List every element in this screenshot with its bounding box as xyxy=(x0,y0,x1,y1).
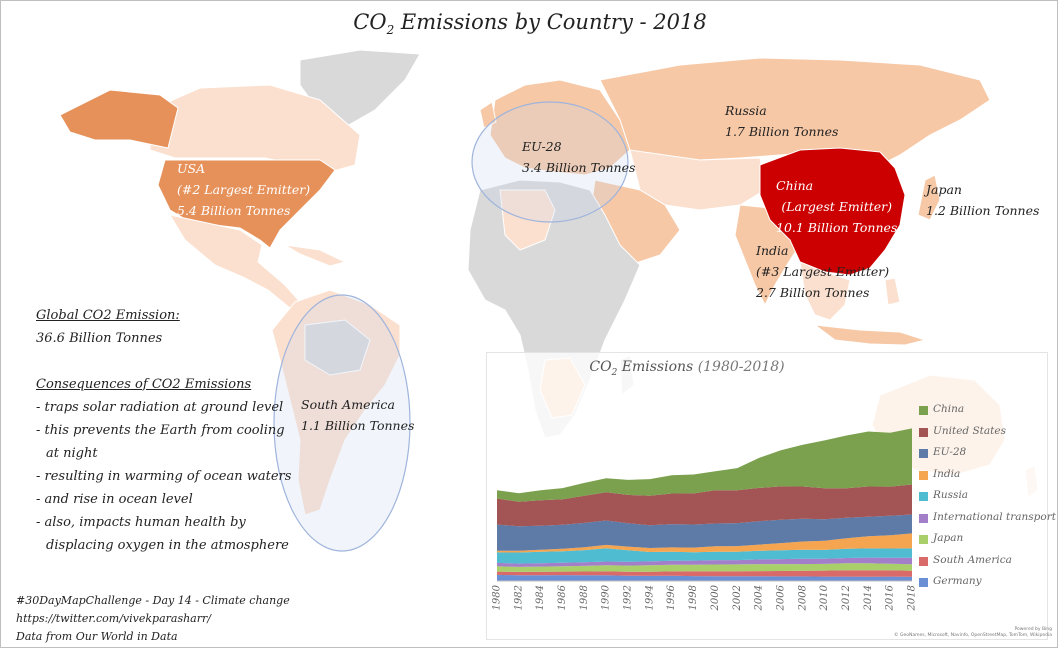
label-south-america: South America 1.1 Billion Tonnes xyxy=(301,397,415,433)
legend-swatch xyxy=(919,535,928,544)
area-series-eu-28 xyxy=(497,514,912,551)
label-usa: USA (#2 Largest Emitter) 5.4 Billion Tonne… xyxy=(177,161,311,218)
footer-twitter-link[interactable]: https://twitter.com/vivekparasharr/ xyxy=(16,612,211,625)
footer-source: Data from Our World in Data xyxy=(16,630,178,643)
area-series-japan xyxy=(497,563,912,572)
map-title: CO2 Emissions by Country - 2018 xyxy=(353,10,707,38)
usa xyxy=(157,159,336,249)
indonesia xyxy=(813,324,927,346)
x-tick-label: 1996 xyxy=(666,584,677,610)
x-tick-label: 1994 xyxy=(644,585,655,610)
list-item: - and rise in ocean level xyxy=(36,492,193,507)
area-series-russia xyxy=(497,548,912,564)
southeast-asia xyxy=(799,261,851,321)
list-item: displacing oxygen in the atmosphere xyxy=(46,538,289,553)
x-tick-label: 2012 xyxy=(841,585,852,611)
area-series-united-states xyxy=(497,484,912,527)
label-eu28: EU-28 3.4 Billion Tonnes xyxy=(522,139,636,175)
legend-swatch xyxy=(919,449,928,458)
europe xyxy=(489,79,631,176)
legend-swatch xyxy=(919,513,928,523)
label-china: China (Largest Emitter) 10.1 Billion Tonne… xyxy=(776,178,898,235)
legend-swatch xyxy=(919,470,928,480)
area-series-international-transport xyxy=(497,557,912,567)
x-tick-label: 1980 xyxy=(492,584,503,610)
legend-swatch xyxy=(919,427,928,437)
global-emission-block: Global CO2 Emission: 36.6 Billion Tonnes xyxy=(36,304,180,350)
label-japan: Japan 1.2 Billion Tonnes xyxy=(926,182,1040,218)
legend-swatch xyxy=(919,406,928,415)
global-emission-value: 36.6 Billion Tonnes xyxy=(36,331,163,346)
china xyxy=(759,147,906,276)
legend-label: China xyxy=(933,403,965,415)
area-series-india xyxy=(497,533,912,553)
legend-swatch xyxy=(919,578,928,587)
x-tick-label: 1992 xyxy=(623,585,634,610)
consequences-list: - traps solar radiation at ground level … xyxy=(36,396,291,557)
x-tick-label: 2018 xyxy=(907,585,918,611)
consequences-heading: Consequences of CO2 Emissions xyxy=(36,377,252,392)
chart-title: CO2 Emissions (1980-2018) xyxy=(589,359,785,378)
eu28-highlight xyxy=(471,101,629,223)
philippines xyxy=(884,277,901,306)
legend-swatch xyxy=(919,492,928,501)
list-item: - this prevents the Earth from cooling xyxy=(36,423,285,438)
map-attribution: Powered by Bing © GeoNames, Microsoft, N… xyxy=(894,627,1052,638)
x-tick-label: 1988 xyxy=(579,585,590,610)
legend-label: India xyxy=(933,467,961,480)
x-tick-label: 2008 xyxy=(797,585,808,611)
list-item: - also, impacts human health by xyxy=(36,515,246,530)
legend-label: Russia xyxy=(933,489,969,501)
legend-label: Japan xyxy=(933,532,964,544)
south-america-highlight xyxy=(273,294,411,552)
emissions-chart: CO2 Emissions (1980-2018) 1980 1982 1984 19… xyxy=(486,352,1056,640)
footer-credits: #30DayMapChallenge - Day 14 - Climate ch… xyxy=(16,592,290,646)
x-tick-label: 1984 xyxy=(535,585,546,610)
legend-label: Germany xyxy=(933,575,982,587)
area-series-germany xyxy=(497,574,912,581)
x-tick-label: 2014 xyxy=(863,585,874,611)
x-tick-label: 2004 xyxy=(754,585,765,611)
legend-swatch xyxy=(919,556,928,566)
label-russia: Russia 1.7 Billion Tonnes xyxy=(725,103,839,139)
x-tick-label: 1990 xyxy=(601,584,612,610)
legend-label: United States xyxy=(933,424,1006,437)
x-tick-label: 2000 xyxy=(710,584,721,611)
x-tick-label: 2010 xyxy=(819,584,830,611)
emissions-area-plot: 1980 1982 1984 1986 1988 1990 1992 1994 1996 1998… xyxy=(492,428,918,611)
legend-label: International transport xyxy=(933,510,1056,523)
consequences-block: Consequences of CO2 Emissions - traps so… xyxy=(36,373,291,557)
area-series-china xyxy=(497,428,912,502)
alaska xyxy=(59,89,179,149)
area-series-south-america xyxy=(497,570,912,577)
caribbean xyxy=(284,244,347,267)
x-tick-label: 2016 xyxy=(885,584,896,611)
label-india: India (#3 Largest Emitter) 2.7 Billion Ton… xyxy=(756,243,890,300)
x-tick-label: 2006 xyxy=(775,584,786,611)
x-tick-label: 1982 xyxy=(513,585,524,610)
x-tick-label: 2002 xyxy=(732,585,743,611)
list-item: - resulting in warming of ocean waters xyxy=(36,469,292,484)
x-tick-label: 1998 xyxy=(688,585,699,610)
list-item: at night xyxy=(46,446,98,461)
south-america-nodata xyxy=(304,319,371,376)
legend-label: South America xyxy=(933,553,1012,566)
list-item: - traps solar radiation at ground level xyxy=(36,400,284,415)
global-emission-heading: Global CO2 Emission: xyxy=(36,308,180,323)
legend-label: EU-28 xyxy=(933,446,967,458)
japan xyxy=(917,174,941,221)
footer-challenge: #30DayMapChallenge - Day 14 - Climate ch… xyxy=(16,594,290,607)
x-tick-label: 1986 xyxy=(557,584,568,610)
